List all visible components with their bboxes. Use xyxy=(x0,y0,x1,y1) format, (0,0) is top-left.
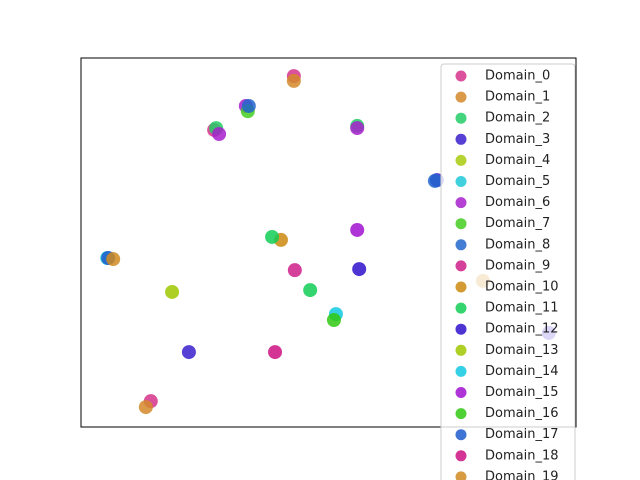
legend-marker xyxy=(455,281,467,293)
point xyxy=(350,121,365,136)
legend-marker xyxy=(455,239,467,251)
legend-label: Domain_4 xyxy=(485,153,550,168)
legend-label: Domain_6 xyxy=(485,195,550,210)
legend-label: Domain_7 xyxy=(485,216,550,231)
point xyxy=(241,98,256,113)
legend-marker xyxy=(455,344,467,356)
legend-label: Domain_10 xyxy=(485,280,559,295)
legend: Domain_0 Domain_1 Domain_2 Domain_3 Domain_4… xyxy=(440,63,576,480)
legend-label: Domain_14 xyxy=(485,364,559,379)
legend-marker xyxy=(455,91,467,103)
legend-label: Domain_15 xyxy=(485,385,559,400)
legend-label: Domain_17 xyxy=(485,427,559,442)
legend-marker xyxy=(455,260,467,272)
legend-marker xyxy=(455,112,467,124)
legend-marker xyxy=(455,323,467,335)
legend-marker xyxy=(455,471,467,480)
legend-label: Domain_0 xyxy=(485,69,550,84)
legend-label: Domain_9 xyxy=(485,258,550,273)
legend-marker xyxy=(455,365,467,377)
point xyxy=(106,252,121,267)
legend-label: Domain_16 xyxy=(485,406,559,421)
legend-marker xyxy=(455,176,467,187)
legend-marker xyxy=(455,197,467,209)
legend-marker xyxy=(455,218,467,230)
point xyxy=(265,229,280,244)
point xyxy=(212,127,227,142)
legend-marker xyxy=(455,133,467,145)
legend-marker xyxy=(455,408,467,420)
point xyxy=(287,263,302,278)
legend-marker xyxy=(455,450,467,462)
legend-label: Domain_13 xyxy=(485,343,559,358)
legend-label: Domain_5 xyxy=(485,174,550,189)
legend-marker xyxy=(455,387,467,398)
point xyxy=(286,73,301,88)
legend-label: Domain_18 xyxy=(485,448,559,463)
legend-label: Domain_2 xyxy=(485,111,550,126)
point xyxy=(352,262,367,277)
legend-marker xyxy=(455,154,467,166)
legend-label: Domain_8 xyxy=(485,237,550,252)
legend-box xyxy=(440,63,576,480)
point xyxy=(181,345,196,360)
legend-marker xyxy=(455,70,467,82)
point xyxy=(350,222,365,237)
legend-label: Domain_1 xyxy=(485,90,550,105)
legend-label: Domain_12 xyxy=(485,322,559,337)
point xyxy=(165,284,180,299)
point xyxy=(427,173,442,188)
point xyxy=(138,400,153,415)
legend-label: Domain_11 xyxy=(485,301,559,316)
point xyxy=(303,283,318,298)
legend-marker xyxy=(455,302,467,314)
legend-marker xyxy=(455,429,467,441)
point xyxy=(268,345,283,360)
legend-label: Domain_19 xyxy=(485,469,559,480)
plot-frame xyxy=(80,57,577,428)
legend-label: Domain_3 xyxy=(485,132,550,147)
point xyxy=(326,312,341,327)
